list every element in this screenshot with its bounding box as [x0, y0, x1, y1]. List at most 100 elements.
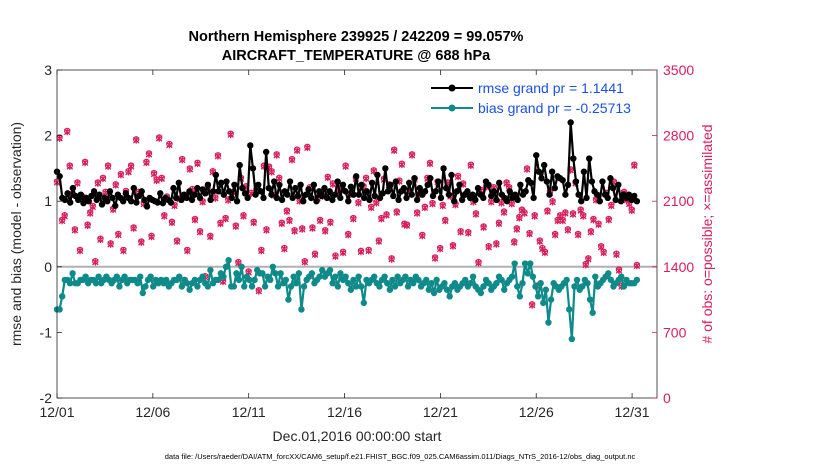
rmse-point — [80, 199, 87, 207]
bias-point — [508, 273, 516, 280]
x-axis-label: Dec.01,2016 00:00:00 start — [273, 428, 442, 444]
obs-assimilated-point — [631, 162, 638, 169]
bias-point — [542, 286, 550, 293]
obs-assimilated-point — [398, 161, 406, 169]
rmse-point — [374, 171, 381, 179]
obs-assimilated-mark — [419, 232, 426, 240]
obs-assimilated-point — [493, 240, 500, 248]
obs-assimilated-mark — [311, 251, 319, 259]
rmse-point — [382, 165, 389, 172]
obs-assimilated-mark — [268, 168, 275, 176]
rmse-point — [194, 184, 201, 192]
bias-point — [493, 280, 500, 287]
obs-assimilated-point — [498, 199, 505, 207]
rmse-point — [233, 198, 241, 205]
obs-assimilated-point — [112, 181, 120, 189]
bias-point — [605, 270, 612, 277]
obs-assimilated-mark — [585, 255, 592, 263]
obs-assimilated-point — [472, 210, 480, 218]
bias-point — [566, 306, 573, 313]
bias-point — [545, 319, 552, 326]
bias-point — [137, 273, 144, 280]
obs-assimilated-point — [321, 227, 329, 235]
rmse-point — [413, 196, 421, 204]
y-tick-label-left: -1 — [40, 324, 53, 340]
bias-point — [251, 276, 258, 284]
obs-assimilated-mark — [375, 238, 383, 245]
bias-point — [433, 276, 440, 284]
bias-point — [391, 283, 399, 290]
obs-assimilated-point — [214, 152, 222, 160]
obs-assimilated-mark — [145, 150, 153, 158]
obs-assimilated-point — [304, 144, 311, 152]
obs-assimilated-mark — [316, 217, 324, 225]
obs-assimilated-mark — [94, 179, 102, 187]
obs-assimilated-mark — [467, 162, 475, 169]
obs-assimilated-mark — [457, 228, 464, 236]
rmse-point — [355, 191, 363, 198]
obs-assimilated-mark — [390, 147, 398, 154]
rmse-point — [448, 171, 455, 179]
rmse-point — [223, 178, 230, 185]
obs-assimilated-point — [148, 233, 155, 241]
rmse-point — [458, 196, 466, 204]
rmse-point — [551, 184, 558, 192]
bias-point — [225, 257, 232, 264]
obs-assimilated-point — [383, 211, 390, 219]
rmse-point — [228, 194, 235, 202]
rmse-point — [244, 194, 251, 202]
bias-point — [290, 273, 297, 280]
obs-assimilated-point — [143, 159, 150, 167]
rmse-point — [284, 191, 291, 198]
bias-point — [92, 280, 100, 287]
obs-assimilated-mark — [304, 144, 311, 152]
bias-point — [498, 276, 505, 284]
obs-assimilated-mark — [342, 163, 349, 170]
obs-assimilated-mark — [633, 262, 641, 270]
obs-assimilated-point — [298, 225, 306, 233]
obs-assimilated-point — [332, 253, 339, 260]
x-tick-label: 12/21 — [423, 404, 458, 420]
rmse-point — [506, 188, 513, 195]
obs-assimilated-mark — [523, 165, 531, 173]
obs-assimilated-mark — [293, 147, 301, 154]
bias-point — [199, 273, 206, 280]
rmse-point — [495, 179, 503, 187]
bias-point — [579, 283, 586, 290]
rmse-point — [188, 196, 196, 204]
bias-point — [633, 276, 641, 284]
obs-assimilated-point — [551, 231, 559, 239]
obs-assimilated-mark — [250, 219, 257, 227]
rmse-point — [503, 198, 511, 205]
obs-assimilated-mark — [275, 175, 283, 183]
y-tick-label-right: 1400 — [663, 259, 694, 275]
obs-assimilated-point — [240, 212, 247, 220]
rmse-point — [61, 196, 69, 204]
rmse-point — [265, 184, 273, 192]
bias-point — [589, 309, 596, 316]
rmse-point — [599, 178, 606, 185]
obs-assimilated-mark — [150, 170, 158, 178]
bias-point — [532, 283, 539, 290]
obs-assimilated-point — [595, 221, 602, 229]
rmse-point — [289, 194, 296, 202]
obs-assimilated-mark — [526, 230, 533, 238]
rmse-point — [143, 203, 151, 210]
obs-assimilated-point — [66, 163, 74, 170]
obs-assimilated-point — [431, 254, 439, 262]
bias-point — [121, 273, 128, 280]
rmse-point — [371, 192, 378, 200]
obs-assimilated-point — [421, 204, 429, 212]
bias-point — [142, 283, 149, 290]
obs-assimilated-point — [608, 202, 615, 210]
bias-point — [568, 335, 576, 343]
rmse-point — [225, 188, 233, 195]
obs-assimilated-mark — [298, 225, 306, 233]
obs-assimilated-point — [268, 168, 275, 176]
obs-assimilated-point — [293, 147, 301, 154]
rmse-point — [104, 198, 111, 205]
rmse-point — [432, 188, 439, 195]
rmse-point — [106, 188, 114, 195]
rmse-point — [546, 191, 553, 198]
bias-point — [381, 273, 388, 280]
